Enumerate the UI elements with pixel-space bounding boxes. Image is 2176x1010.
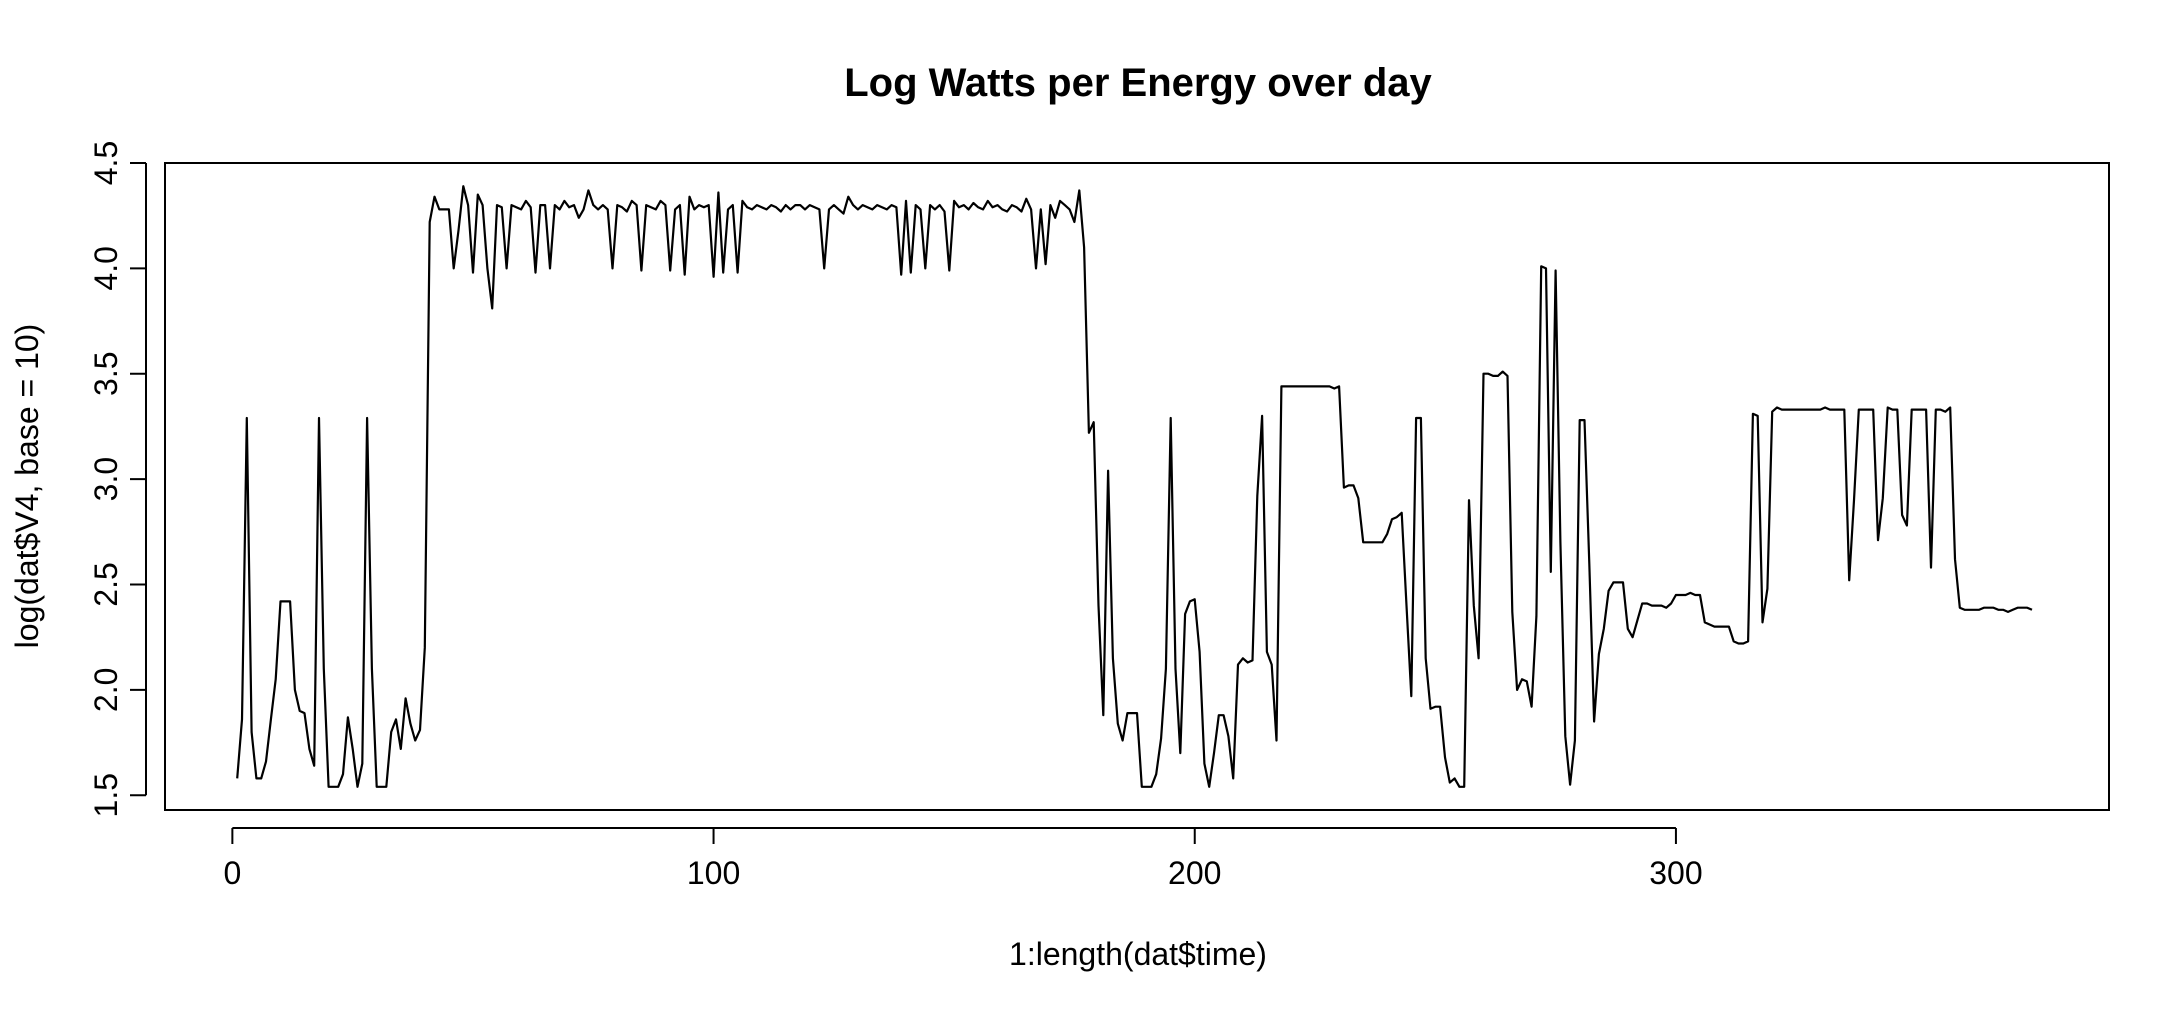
x-tick-label: 100	[687, 855, 740, 891]
y-tick-label: 4.0	[88, 246, 124, 290]
x-tick-label: 300	[1649, 855, 1702, 891]
y-tick-label: 2.0	[88, 668, 124, 712]
y-tick-label: 2.5	[88, 562, 124, 606]
x-tick-label: 0	[223, 855, 241, 891]
y-tick-label: 4.5	[88, 141, 124, 185]
x-axis-label: 1:length(dat$time)	[1009, 936, 1267, 972]
y-tick-label: 3.0	[88, 457, 124, 501]
y-axis: 1.5 2.0 2.5 3.0 3.5 4.0 4.5	[88, 141, 147, 817]
x-tick-label: 200	[1168, 855, 1221, 891]
y-tick-label: 3.5	[88, 352, 124, 396]
y-tick-label: 1.5	[88, 773, 124, 817]
plot-frame	[164, 162, 2110, 811]
y-axis-label: log(dat$V4, base = 10)	[9, 324, 45, 649]
chart-title: Log Watts per Energy over day	[844, 61, 1432, 105]
x-axis: 0 100 200 300	[223, 827, 1703, 891]
series-line	[236, 185, 2033, 788]
